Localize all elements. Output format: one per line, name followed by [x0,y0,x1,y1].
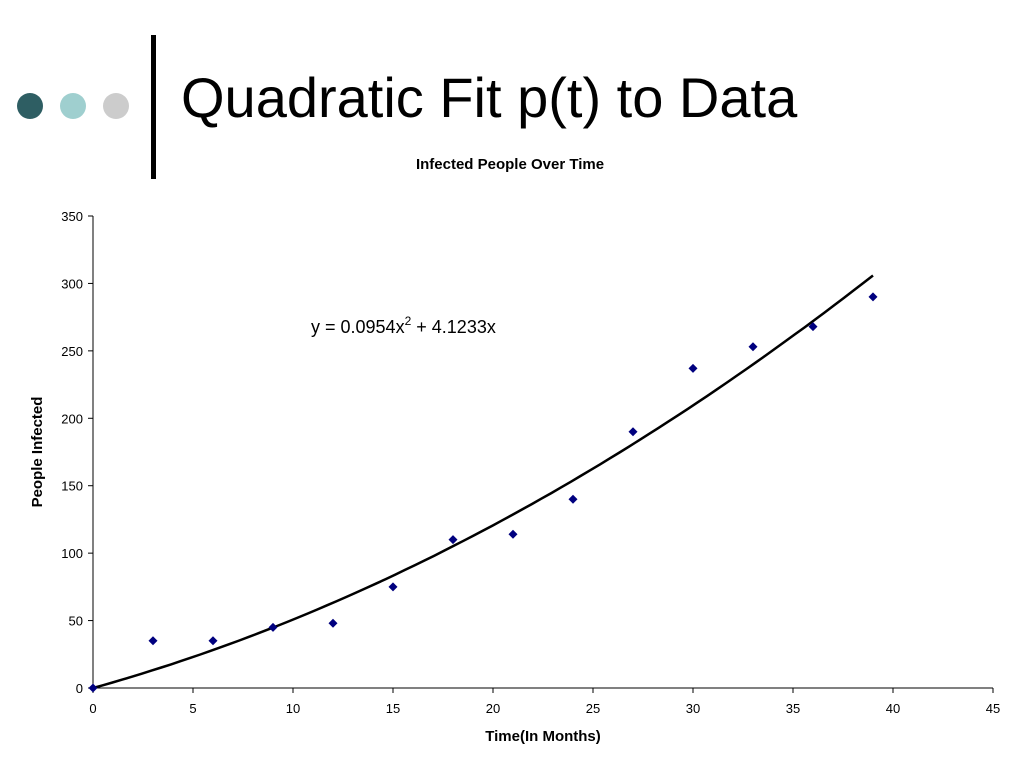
data-point [388,582,398,592]
trendline [92,274,874,690]
x-axis-ticks: 0 5 10 15 20 25 30 35 40 45 [89,688,1000,716]
x-tick-label: 10 [286,701,300,716]
y-tick-label: 150 [61,479,83,494]
x-tick-label: 45 [986,701,1000,716]
data-point [868,292,878,302]
title-divider [151,35,156,179]
x-tick-label: 0 [89,701,96,716]
y-axis-ticks: 0 50 100 150 200 250 300 350 [61,209,93,696]
equation-lhs: y = 0.0954x [311,317,405,337]
data-point [268,622,278,632]
data-point [688,363,698,373]
data-point [808,322,818,332]
y-tick-label: 50 [69,614,83,629]
data-point [508,529,518,539]
equation-rhs: + 4.1233x [411,317,496,337]
data-point [88,683,98,693]
y-tick-label: 200 [61,411,83,426]
equation-exponent: 2 [405,314,412,328]
chart-title: Infected People Over Time [416,156,604,173]
x-axis-label: Time(In Months) [485,728,601,745]
x-tick-label: 35 [786,701,800,716]
data-point [208,636,218,646]
y-axis-label: People Infected [29,397,46,508]
data-point [568,494,578,504]
decor-dot-grey [103,93,129,119]
data-point [148,636,158,646]
x-tick-label: 25 [586,701,600,716]
x-tick-label: 5 [189,701,196,716]
x-tick-label: 15 [386,701,400,716]
data-points [88,292,878,693]
trendline-equation: y = 0.0954x2 + 4.1233x [311,314,496,337]
data-point [748,342,758,352]
x-tick-label: 40 [886,701,900,716]
data-point [328,618,338,628]
x-tick-label: 30 [686,701,700,716]
y-tick-label: 100 [61,546,83,561]
y-tick-label: 300 [61,276,83,291]
data-point [628,427,638,437]
y-tick-label: 250 [61,344,83,359]
decor-dot-dark [17,93,43,119]
decor-dot-teal [60,93,86,119]
y-tick-label: 350 [61,209,83,224]
data-point [448,535,458,545]
x-tick-label: 20 [486,701,500,716]
y-tick-label: 0 [76,681,83,696]
slide-title: Quadratic Fit p(t) to Data [181,66,798,129]
chart-axes [92,216,993,689]
